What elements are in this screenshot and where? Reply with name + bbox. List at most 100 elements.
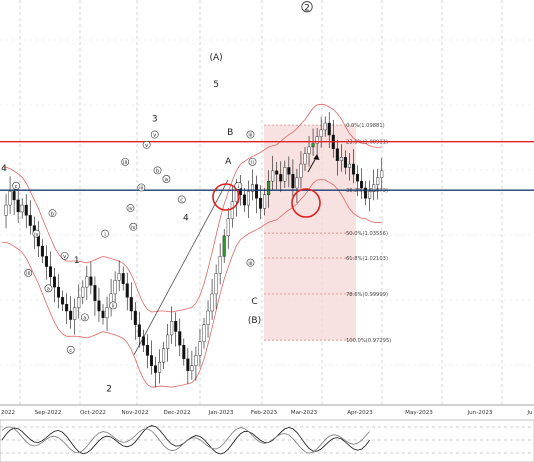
candle-body xyxy=(8,191,12,206)
x-axis: 2022 Sep-2022 Oct-2022 Nov-2022 Dec-2022 Jan-… xyxy=(0,404,534,416)
candle-body xyxy=(287,167,291,175)
wave-label: iii xyxy=(139,186,143,192)
candle-body xyxy=(16,199,20,213)
candle-body xyxy=(57,286,61,298)
x-tick-label: Ju xyxy=(526,410,533,416)
wave-label-ring xyxy=(129,222,138,231)
candle-body xyxy=(129,297,133,312)
candle-body xyxy=(40,245,44,257)
candle-body xyxy=(255,184,259,199)
horizontal-gridlines xyxy=(0,39,534,366)
candlesticks xyxy=(4,112,384,388)
x-tick-label: Oct-2022 xyxy=(80,410,106,416)
trend-line-segment xyxy=(133,179,229,356)
candle-body xyxy=(53,276,57,288)
candle-body xyxy=(356,174,360,182)
candle-body xyxy=(275,170,279,175)
wave-label: i xyxy=(104,232,105,238)
candle-body xyxy=(291,174,295,189)
candle-body xyxy=(113,280,117,295)
wave-label: iii xyxy=(123,160,127,166)
lower-band xyxy=(1,179,382,388)
x-tick-label: Apr-2023 xyxy=(347,410,373,416)
wave-label: v xyxy=(145,143,148,149)
candle-body xyxy=(343,157,347,168)
direction-arrow xyxy=(307,154,320,173)
wave-label-ring xyxy=(101,229,109,238)
trend-line xyxy=(133,179,229,356)
wave-label: c xyxy=(69,348,72,354)
candle-body xyxy=(141,336,145,346)
arrow-head xyxy=(313,154,320,160)
wave-label: a xyxy=(165,177,168,183)
wave-label-ring xyxy=(60,251,69,260)
candle-body xyxy=(218,256,222,274)
wave-label: 5 xyxy=(213,80,219,90)
wave-label: a xyxy=(47,287,50,293)
candle-body xyxy=(73,307,77,320)
wave-label: C xyxy=(251,297,257,307)
wave-label: 2 xyxy=(106,384,112,394)
wave-label: ii xyxy=(251,160,254,166)
wave-label-ring xyxy=(177,195,186,204)
candle-body xyxy=(133,310,137,325)
wave-label: 3 xyxy=(152,114,158,124)
candle-body xyxy=(178,331,182,346)
candle-body xyxy=(12,191,16,201)
candle-body xyxy=(101,310,105,319)
candle-body xyxy=(339,157,343,161)
x-tick-label: Feb-2023 xyxy=(251,410,278,416)
upper-band xyxy=(1,103,382,313)
candle-body xyxy=(117,273,121,281)
wave-label: iii xyxy=(26,271,30,277)
candle-body xyxy=(283,167,287,182)
candle-body xyxy=(376,177,380,185)
candle-body xyxy=(206,310,210,325)
candle-body xyxy=(327,122,331,136)
wave-label: iii xyxy=(248,133,252,139)
wave-label: v xyxy=(63,254,66,260)
highlight-circles xyxy=(212,183,321,218)
wave-label: c xyxy=(15,184,18,190)
bollinger-bands xyxy=(1,103,382,388)
candle-body xyxy=(360,180,364,189)
candle-body xyxy=(162,348,166,363)
wave-label-ring xyxy=(162,175,171,183)
candle-body xyxy=(190,365,194,372)
candle-body xyxy=(210,293,214,312)
candle-body xyxy=(279,174,283,182)
candle-body xyxy=(335,148,339,161)
wave-label: 4 xyxy=(1,164,7,174)
candle-body xyxy=(347,163,351,168)
candle-body xyxy=(250,184,254,192)
fib-level-label: 50.0%(1.03556) xyxy=(346,231,388,237)
wave-label: c xyxy=(180,198,183,204)
wave-label-ring xyxy=(248,157,257,166)
wave-label: (A) xyxy=(210,53,223,63)
candle-body xyxy=(89,276,93,286)
wave-label: b xyxy=(51,211,54,217)
candle-body xyxy=(271,170,275,182)
candle-body xyxy=(125,283,129,298)
x-tick-label: 2022 xyxy=(1,410,15,416)
wave-label-ring xyxy=(44,284,53,293)
candle-body xyxy=(194,355,198,366)
candle-body xyxy=(368,191,372,199)
wave-label-ring xyxy=(246,130,255,139)
wave-label-ring xyxy=(109,301,117,310)
candle-body xyxy=(137,324,141,337)
wave-label-ring xyxy=(121,157,130,166)
fib-level-label: 0.0%(1.09881) xyxy=(346,123,385,129)
wave-label: B xyxy=(227,128,233,138)
wave-label-ring xyxy=(150,130,159,139)
x-tick-label: Jan-2023 xyxy=(208,410,234,416)
candle-body xyxy=(372,184,376,192)
oscillator-panel xyxy=(0,419,534,462)
highlight-circle xyxy=(291,188,321,218)
wave-label-ring xyxy=(80,313,89,322)
candle-body xyxy=(351,163,355,175)
candle-body xyxy=(198,341,202,356)
wave-label: i xyxy=(238,184,239,190)
wave-label-ring xyxy=(32,229,41,238)
